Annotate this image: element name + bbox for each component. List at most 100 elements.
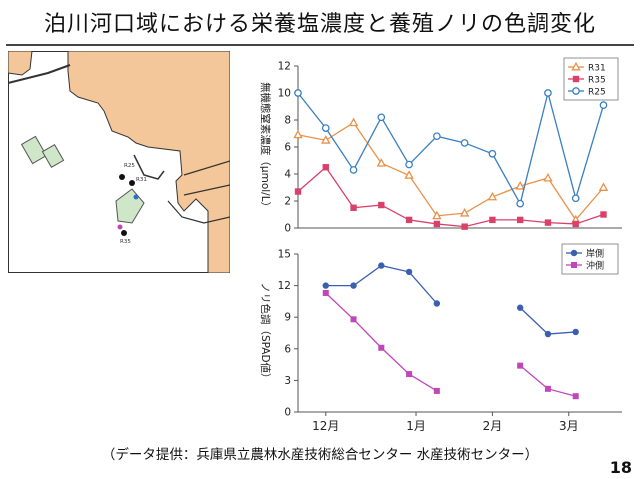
data-point: [489, 216, 496, 224]
legend-marker: [572, 87, 580, 95]
y-tick-label: 3: [284, 375, 291, 387]
x-tick-label: 2月: [483, 419, 503, 433]
data-point: [571, 194, 580, 203]
series-line: [325, 292, 438, 392]
data-point: [516, 304, 524, 311]
jetty: [133, 154, 165, 180]
x-tick-label: 12月: [312, 419, 339, 433]
data-point: [488, 149, 497, 158]
data-point: [322, 282, 329, 289]
series-line: [325, 264, 438, 304]
data-point: [572, 220, 579, 228]
data-point: [405, 160, 413, 169]
y-tick-label: 9: [284, 312, 291, 324]
y-axis-title: 無機態窒素濃度（μmol/L）: [259, 82, 272, 212]
data-point: [433, 300, 441, 307]
station-r35-marker: [121, 230, 127, 236]
data-point: [517, 362, 524, 369]
data-point: [544, 330, 552, 338]
data-point: [461, 223, 468, 230]
data-point: [460, 139, 469, 147]
y-axis-title: ノリ色調（SPAD値）: [259, 282, 272, 383]
data-point: [516, 216, 524, 224]
data-point: [294, 89, 302, 97]
data-point: [433, 132, 441, 141]
data-point: [349, 166, 358, 174]
data-point: [572, 393, 579, 400]
series-line: [519, 307, 576, 335]
data-point: [348, 117, 359, 127]
data-point: [378, 201, 385, 209]
data-point: [322, 289, 329, 296]
data-point: [544, 219, 552, 226]
data-point: [378, 344, 385, 351]
y-tick-label: 10: [278, 88, 291, 100]
y-tick-label: 0: [284, 223, 291, 235]
data-point: [572, 328, 579, 336]
data-point: [377, 113, 386, 122]
data-source-note: （データ提供：兵庫県立農林水産技術総合センター 水産技術センター）: [101, 447, 539, 463]
data-point: [515, 180, 525, 190]
y-tick-label: 2: [284, 196, 291, 208]
y-tick-label: 15: [278, 249, 291, 261]
legend-label: R31: [588, 64, 606, 74]
data-point: [405, 268, 413, 276]
data-point: [350, 204, 357, 211]
data-point: [544, 385, 551, 392]
station-label-r25: R25: [124, 163, 135, 169]
data-point: [404, 170, 414, 179]
data-point: [378, 262, 385, 269]
station-r31-marker: [129, 180, 135, 186]
nitrogen-chart: 0 2 4 6 8 10 12 無機態窒素濃度（μmol/L） R31 R35 R25: [259, 57, 622, 235]
legend-label: 沖側: [586, 260, 604, 272]
data-point: [294, 188, 302, 195]
legend-marker: [570, 249, 578, 257]
y-tick-label: 0: [284, 407, 291, 419]
y-tick-label: 8: [284, 115, 291, 127]
data-point: [405, 216, 413, 224]
data-point: [544, 89, 552, 97]
data-point: [321, 135, 331, 144]
y-tick-label: 6: [284, 142, 291, 154]
data-point: [321, 124, 330, 132]
station-label-r35: R35: [120, 239, 131, 245]
data-point: [543, 172, 553, 182]
data-point: [516, 199, 525, 208]
legend-marker: [572, 75, 580, 83]
land-area: [67, 51, 230, 273]
legend-label: R25: [588, 88, 606, 98]
y-tick-label: 12: [278, 280, 291, 292]
data-point: [322, 164, 329, 171]
y-tick-label: 4: [284, 169, 291, 181]
river-channel: [183, 160, 230, 196]
legend-marker: [571, 61, 581, 71]
harbour-wall: [167, 200, 230, 224]
legend-label: R35: [588, 76, 606, 86]
data-point: [376, 158, 387, 167]
data-point: [459, 207, 470, 217]
title-underline: [6, 44, 634, 46]
legend-marker: [571, 262, 577, 268]
data-point: [406, 371, 413, 378]
x-tick-label: 3月: [559, 419, 579, 433]
data-point: [293, 129, 303, 139]
data-point: [432, 210, 442, 220]
data-point: [433, 387, 440, 394]
series-line: [297, 166, 604, 228]
legend-box: [561, 243, 619, 275]
sample-point-magenta: [117, 224, 123, 230]
y-tick-label: 12: [278, 61, 291, 73]
slide-title: 泊川河口域における栄養塩濃度と養殖ノリの色調変化: [43, 12, 596, 37]
farm-plot-1: [20, 135, 48, 165]
data-point: [350, 316, 357, 323]
page-number: 18: [609, 458, 632, 477]
data-point: [487, 191, 498, 201]
data-point: [350, 282, 357, 289]
data-point: [600, 211, 607, 218]
farm-plot-2: [41, 144, 65, 168]
data-point: [598, 182, 609, 191]
series-line: [297, 121, 604, 221]
data-point: [433, 220, 441, 228]
station-r25-marker: [119, 174, 125, 180]
